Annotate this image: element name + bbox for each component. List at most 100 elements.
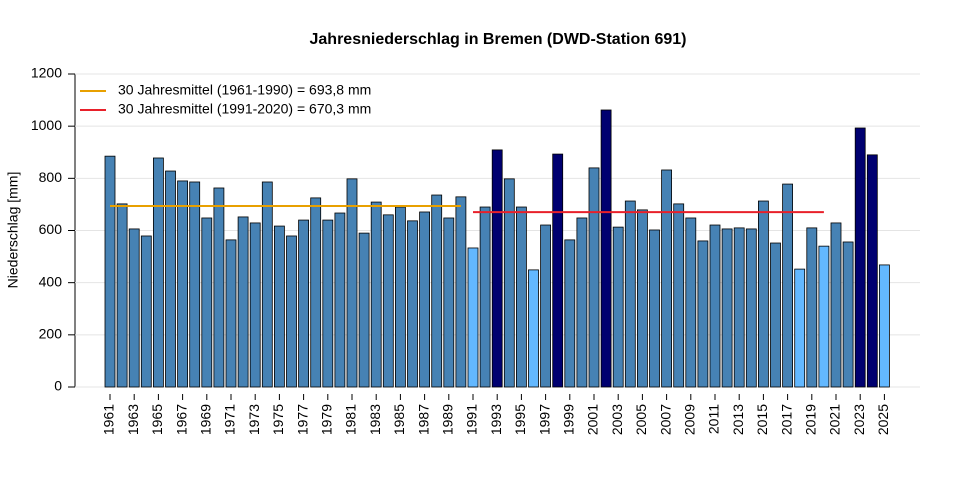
bar [806,227,818,388]
x-tick-label: 1987 [415,404,431,435]
bar [322,219,334,388]
bar [237,216,249,388]
bar [298,219,310,388]
bar [516,206,527,388]
bar [649,229,660,388]
bar [721,228,733,388]
bar [273,225,285,388]
legend-label: 30 Jahresmittel (1991-2020) = 670,3 mm [118,101,371,117]
y-tick-label: 1000 [31,117,62,133]
bar [394,206,406,388]
bar [866,154,878,388]
bar [782,183,793,388]
bar [116,203,128,388]
bar [479,206,491,388]
y-tick-label: 400 [39,273,63,289]
bar [346,178,358,388]
x-tick-label: 1995 [512,404,528,435]
x-tick-label: 1969 [198,404,214,435]
bar [140,235,152,388]
x-tick-label: 1991 [464,404,480,435]
y-tick-label: 800 [39,169,63,185]
bar [165,170,176,388]
bar [842,241,854,388]
bar [467,247,479,388]
x-tick-label: 1985 [391,404,407,435]
bar [709,224,721,388]
x-tick-label: 1979 [319,404,335,435]
x-tick-label: 1961 [101,404,117,435]
bar [189,181,201,388]
bar [697,240,709,388]
bar [661,169,672,388]
bar [104,155,116,388]
x-tick-label: 2003 [609,404,625,435]
bar [528,269,539,388]
bar [503,178,515,388]
bar [540,224,551,388]
bar [624,200,636,388]
x-tick-label: 1965 [149,404,165,435]
y-tick-label: 1200 [31,65,62,81]
bar [588,167,600,388]
x-tick-label: 2021 [827,404,843,435]
bar [770,242,781,388]
bar [407,220,418,388]
bar [177,180,189,388]
bar [213,187,225,388]
bar [334,212,346,388]
bar [358,232,370,388]
bar [152,157,164,388]
bar [310,197,322,388]
x-tick-label: 2013 [730,404,746,435]
bar [261,181,273,388]
bar [830,222,842,388]
y-tick-label: 200 [39,326,63,342]
x-tick-label: 1983 [367,404,383,435]
bar [879,264,890,388]
x-tick-label: 2017 [778,404,794,435]
x-tick-label: 1975 [270,404,286,435]
y-tick-label: 0 [54,378,62,394]
x-tick-label: 2019 [803,404,819,435]
y-axis-label: Niederschlag [mm] [5,172,21,289]
chart-title: Jahresniederschlag in Bremen (DWD-Statio… [310,31,687,48]
x-tick-label: 1981 [343,404,359,435]
bar [431,194,443,388]
y-tick-label: 600 [39,221,63,237]
bar [382,214,394,388]
bar [612,226,624,388]
bar [685,217,697,388]
bar [794,268,806,388]
bar [600,109,612,388]
x-tick-label: 1999 [561,404,577,435]
x-tick-label: 1967 [173,404,189,435]
bar [854,127,866,388]
x-tick-label: 2009 [682,404,698,435]
bar [249,222,261,388]
x-tick-label: 1993 [488,404,504,435]
legend-label: 30 Jahresmittel (1961-1990) = 693,8 mm [118,82,371,98]
x-tick-label: 1963 [125,404,141,435]
bar [419,211,431,388]
bar [818,245,830,388]
bar [745,228,757,388]
bar [733,227,745,388]
x-tick-label: 1997 [536,404,552,435]
x-tick-label: 1971 [222,404,238,435]
bar [128,228,140,388]
x-tick-label: 2015 [754,404,770,435]
x-tick-label: 1973 [246,404,262,435]
bar [370,201,382,388]
bar [564,239,576,388]
bar [491,149,503,388]
bar [552,153,564,388]
x-tick-label: 2005 [633,404,649,435]
x-tick-label: 1977 [294,404,310,435]
x-tick-label: 2001 [585,404,601,435]
bar [758,200,769,388]
bar [201,217,213,388]
x-tick-label: 2023 [851,404,867,435]
x-tick-label: 2025 [875,404,891,435]
